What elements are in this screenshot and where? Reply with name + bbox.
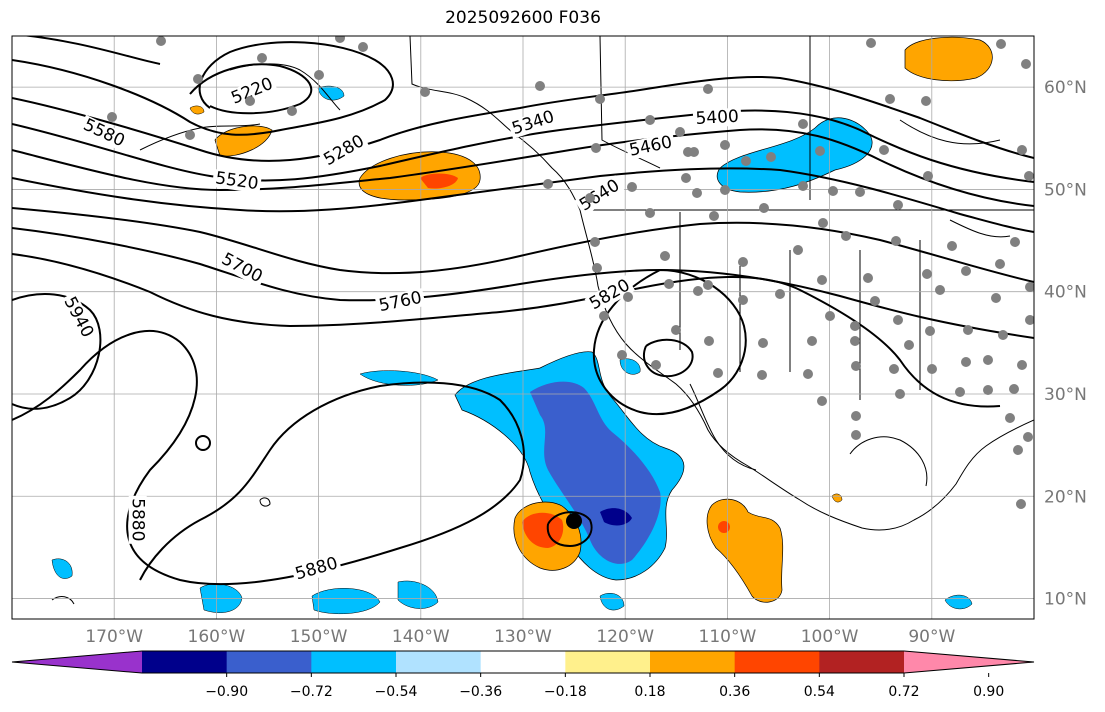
colorbar-segment	[311, 651, 397, 673]
colorbar-segment	[480, 651, 566, 673]
map-title: 2025092600 F036	[445, 8, 601, 28]
contour-label: 5880	[128, 498, 148, 541]
colorbar-min-extension	[12, 651, 142, 673]
latitude-tick-label: 60°N	[1044, 78, 1087, 98]
colorbar-tick-label: −0.36	[459, 684, 502, 700]
longitude-tick-label: 140°W	[392, 627, 450, 647]
contour-label-background	[692, 107, 742, 129]
colorbar-tick-label: −0.54	[375, 684, 418, 700]
colorbar: −0.90 −0.72 −0.54 −0.36 −0.18 0.18 0.36 0.54 0.7…	[11, 650, 1035, 700]
colorbar-segment	[734, 651, 820, 673]
contour-label: 5400	[695, 107, 739, 129]
colorbar-segment	[819, 651, 905, 673]
contour-label-background	[291, 553, 343, 585]
height-contours	[12, 36, 1034, 586]
longitude-tick-label: 90°W	[908, 627, 955, 647]
colorbar-segment	[650, 651, 736, 673]
colorbar-tick-label: 0.72	[888, 684, 919, 700]
colorbar-segment	[226, 651, 312, 673]
low-center-marker	[566, 513, 582, 529]
colorbar-tick-label: −0.90	[205, 684, 248, 700]
contour-label-background	[216, 248, 268, 288]
contour-label-background	[226, 73, 278, 109]
contour-label-background	[318, 130, 370, 171]
colorbar-segment	[565, 651, 651, 673]
longitude-tick-label: 100°W	[801, 627, 859, 647]
colorbar-tick-label: 0.36	[719, 684, 750, 700]
latitude-tick-label: 10°N	[1044, 590, 1087, 610]
contour-label-background	[128, 495, 147, 544]
longitude-tick-label: 160°W	[188, 627, 246, 647]
longitude-tick-label: 110°W	[699, 627, 757, 647]
station-markers	[107, 36, 1034, 509]
colorbar-tick-label: 0.90	[973, 684, 1004, 700]
contour-label-background	[375, 288, 426, 316]
colorbar-tick-label: 0.18	[634, 684, 665, 700]
colorbar-tick-label: −0.18	[544, 684, 587, 700]
contour-label-background	[211, 168, 262, 194]
latitude-tick-label: 30°N	[1044, 385, 1087, 405]
latitude-tick-label: 20°N	[1044, 487, 1087, 507]
latitude-tick-label: 50°N	[1044, 180, 1087, 200]
contour-label-background	[574, 175, 625, 216]
colorbar-outline	[11, 650, 1035, 674]
colorbar-segment	[396, 651, 482, 673]
colorbar-tick-label: 0.54	[804, 684, 835, 700]
contour-label-background	[584, 274, 636, 315]
longitude-tick-label: 120°W	[596, 627, 654, 647]
colorbar-tick-label: −0.72	[290, 684, 333, 700]
contour-label-background	[625, 132, 677, 161]
map-frame	[11, 35, 1035, 620]
latitude-tick-label: 40°N	[1044, 283, 1087, 303]
longitude-tick-label: 170°W	[85, 627, 143, 647]
colorbar-max-extension	[904, 651, 1034, 673]
longitude-tick-labels: 170°W 160°W 150°W 140°W 130°W 120°W 110°W 100°W…	[85, 627, 955, 647]
latitude-tick-labels: 10°N 20°N 30°N 40°N 50°N 60°N	[1044, 78, 1087, 609]
contour-label-background	[59, 291, 98, 343]
contour-label-background	[78, 114, 130, 152]
longitude-tick-label: 130°W	[494, 627, 552, 647]
colorbar-segment	[142, 651, 228, 673]
longitude-tick-label: 150°W	[290, 627, 348, 647]
contour-label-background	[507, 106, 559, 139]
